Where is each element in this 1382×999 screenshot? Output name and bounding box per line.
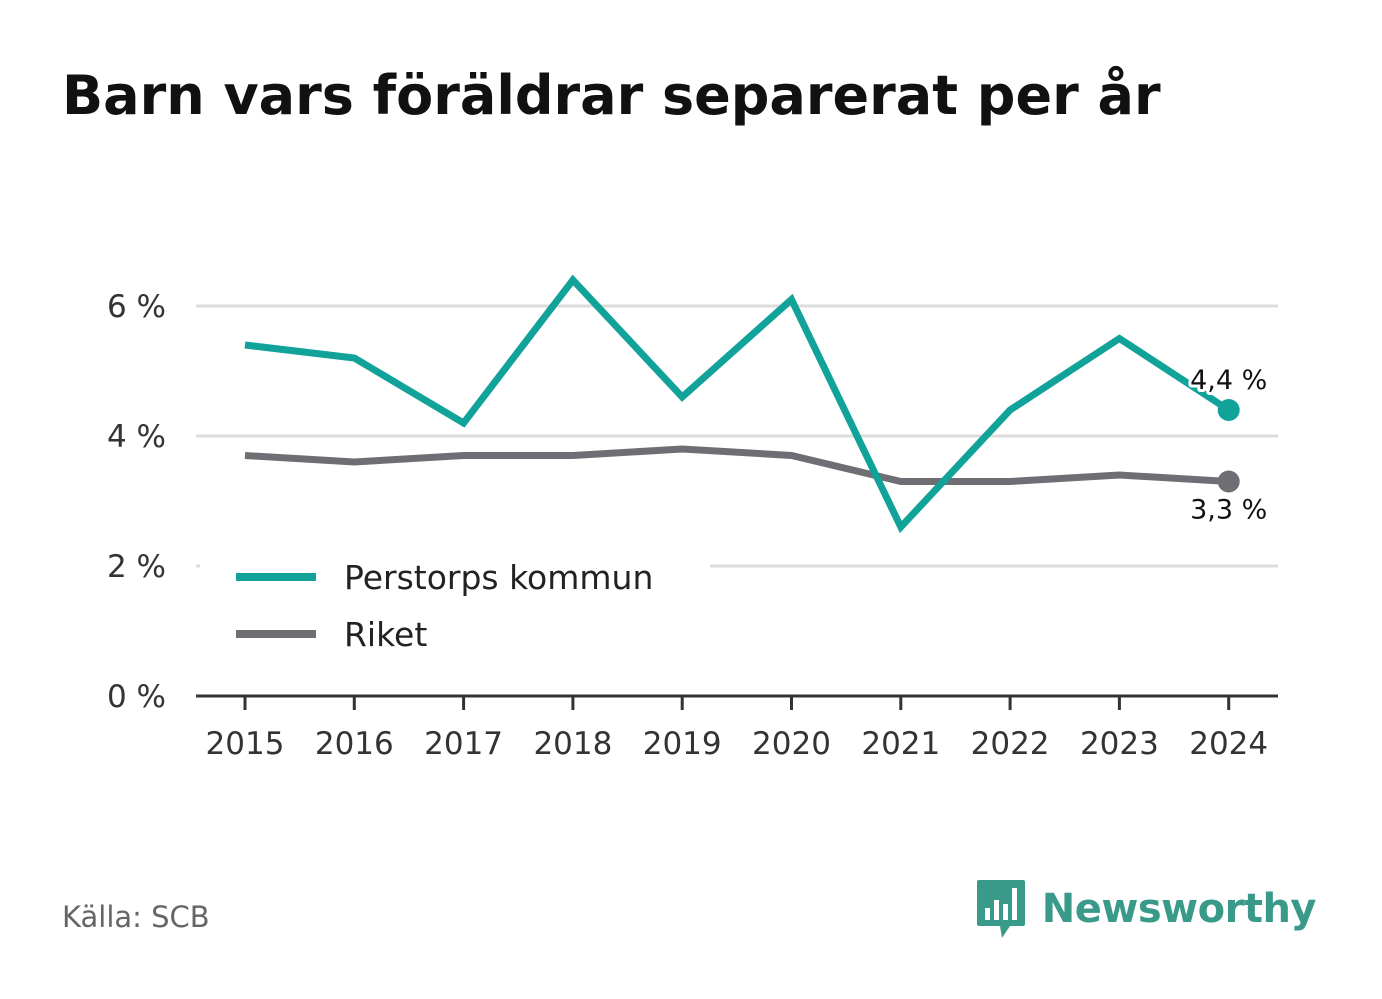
x-tick-label: 2015 [206, 726, 285, 762]
x-tick-label: 2017 [424, 726, 503, 762]
x-tick-label: 2024 [1189, 726, 1268, 762]
end-label-halo: 3,3 % [1190, 495, 1267, 526]
end-labels: 4,4 %4,4 %3,3 %3,3 % [1187, 362, 1270, 529]
series-lines [244, 274, 1240, 534]
end-label: 4,4 % [1190, 365, 1267, 396]
x-axis-tick-labels: 2015 2016 2017 2018 2019 2020 2021 2022 2023 2024 [206, 726, 1269, 762]
brand-name: Newsworthy [1041, 886, 1317, 932]
legend: Perstorps kommun Riket [200, 545, 710, 660]
y-tick-label: 6 % [107, 289, 166, 325]
y-tick-label: 0 % [107, 679, 166, 715]
y-tick-label: 2 % [107, 549, 166, 585]
end-label-halo: 4,4 % [1190, 365, 1267, 396]
source-note: Källa: SCB [62, 900, 210, 934]
series-end-marker [1217, 470, 1240, 493]
newsworthy-logo-icon [976, 880, 1025, 938]
legend-background [200, 545, 710, 660]
x-tick-label: 2023 [1080, 726, 1159, 762]
x-tick-label: 2022 [971, 726, 1050, 762]
series-line [244, 445, 1229, 485]
y-tick-label: 4 % [107, 419, 166, 455]
chart-title: Barn vars föräldrar separerat per år [62, 64, 1161, 127]
series-end-marker [1217, 399, 1240, 421]
x-tick-label: 2016 [315, 726, 394, 762]
x-axis [196, 694, 1278, 710]
legend-label: Riket [344, 615, 427, 654]
x-tick-label: 2018 [533, 726, 612, 762]
brand-logo[interactable]: Newsworthy [976, 878, 1317, 940]
end-label: 3,3 % [1190, 495, 1267, 526]
legend-label: Perstorps kommun [344, 558, 653, 597]
x-tick-label: 2021 [861, 726, 940, 762]
x-tick-label: 2020 [752, 726, 831, 762]
x-tick-label: 2019 [643, 726, 722, 762]
y-axis-tick-labels: 0 % 2 % 4 % 6 % [107, 289, 166, 715]
series-line [244, 274, 1231, 534]
